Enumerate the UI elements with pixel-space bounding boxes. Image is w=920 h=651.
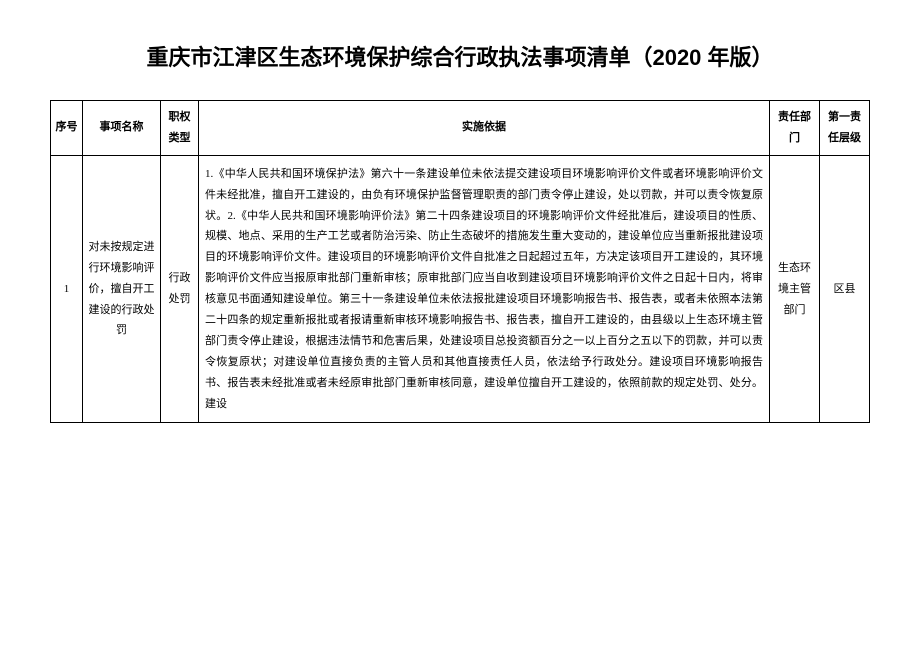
col-dept: 责任部门 [770,101,820,156]
page-title: 重庆市江津区生态环境保护综合行政执法事项清单（2020 年版） [50,40,870,72]
col-index: 序号 [51,101,83,156]
cell-type: 行政处罚 [161,155,199,423]
cell-index: 1 [51,155,83,423]
col-name: 事项名称 [83,101,161,156]
cell-dept: 生态环境主管部门 [770,155,820,423]
col-level: 第一责任层级 [820,101,870,156]
col-type: 职权类型 [161,101,199,156]
enforcement-table: 序号 事项名称 职权类型 实施依据 责任部门 第一责任层级 1 对未按规定进行环… [50,100,870,423]
cell-basis: 1.《中华人民共和国环境保护法》第六十一条建设单位未依法提交建设项目环境影响评价… [199,155,770,423]
cell-name: 对未按规定进行环境影响评价，擅自开工建设的行政处罚 [83,155,161,423]
cell-level: 区县 [820,155,870,423]
table-row: 1 对未按规定进行环境影响评价，擅自开工建设的行政处罚 行政处罚 1.《中华人民… [51,155,870,423]
table-header-row: 序号 事项名称 职权类型 实施依据 责任部门 第一责任层级 [51,101,870,156]
col-basis: 实施依据 [199,101,770,156]
